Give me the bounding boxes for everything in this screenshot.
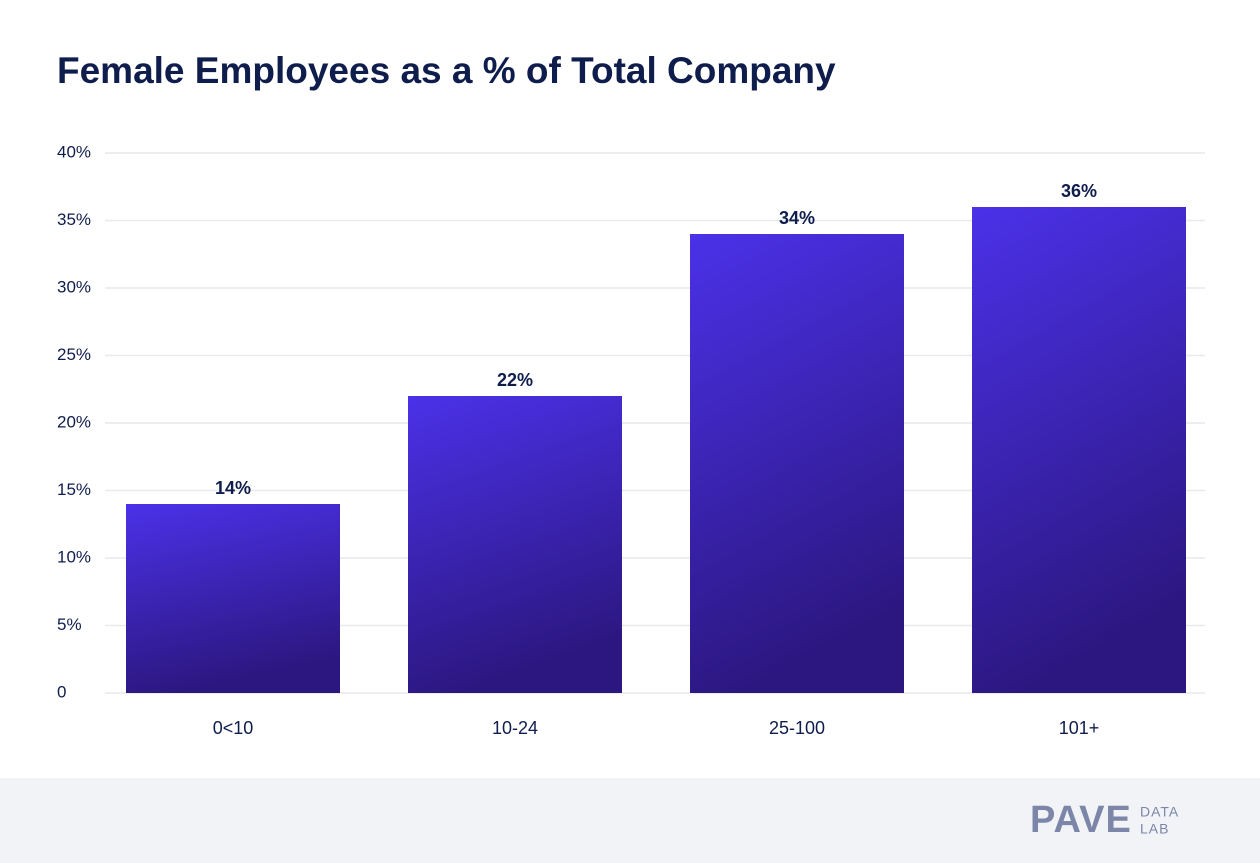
y-tick-label: 20% [57, 412, 91, 431]
bar [126, 504, 340, 693]
value-label: 36% [1061, 181, 1097, 201]
bar [690, 234, 904, 693]
footer [0, 778, 1260, 863]
y-tick-label: 5% [57, 615, 82, 634]
x-tick-label: 25-100 [769, 718, 825, 738]
value-label: 14% [215, 478, 251, 498]
y-tick-label: 25% [57, 345, 91, 364]
y-tick-label: 15% [57, 480, 91, 499]
brand-line1: DATA [1140, 804, 1179, 820]
y-tick-label: 10% [57, 547, 91, 566]
brand-line2: LAB [1140, 821, 1169, 837]
bar [972, 207, 1186, 693]
y-tick-label: 40% [57, 142, 91, 161]
value-label: 34% [779, 208, 815, 228]
y-tick-label: 35% [57, 210, 91, 229]
y-tick-label: 30% [57, 277, 91, 296]
x-tick-label: 10-24 [492, 718, 538, 738]
brand-name: PAVE [1030, 799, 1132, 841]
y-tick-label: 0 [57, 682, 66, 701]
bar [408, 396, 622, 693]
value-label: 22% [497, 370, 533, 390]
x-tick-label: 101+ [1059, 718, 1100, 738]
chart-title: Female Employees as a % of Total Company [57, 50, 836, 91]
x-tick-label: 0<10 [213, 718, 254, 738]
